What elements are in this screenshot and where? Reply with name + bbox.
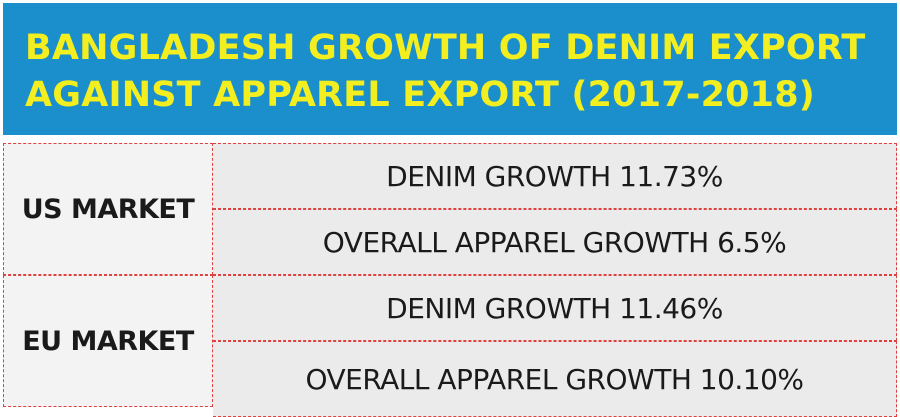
us-apparel-growth: OVERALL APPAREL GROWTH 6.5% <box>322 225 787 259</box>
title-banner: BANGLADESH GROWTH OF DENIM EXPORT AGAINS… <box>3 3 897 135</box>
us-market-cell: US MARKET <box>3 143 213 275</box>
eu-market-cell: EU MARKET <box>3 275 213 407</box>
growth-table: US MARKET DENIM GROWTH 11.73% OVERALL AP… <box>3 143 897 417</box>
title-line-2: AGAINST APPAREL EXPORT (2017-2018) <box>25 75 815 115</box>
eu-apparel-growth-cell: OVERALL APPAREL GROWTH 10.10% <box>213 341 897 417</box>
eu-denim-growth: DENIM GROWTH 11.46% <box>386 291 723 325</box>
title-line-1: BANGLADESH GROWTH OF DENIM EXPORT <box>25 28 866 68</box>
eu-market-label: EU MARKET <box>22 325 194 357</box>
us-denim-growth: DENIM GROWTH 11.73% <box>386 159 723 193</box>
us-apparel-growth-cell: OVERALL APPAREL GROWTH 6.5% <box>213 209 897 275</box>
eu-denim-growth-cell: DENIM GROWTH 11.46% <box>213 275 897 341</box>
us-denim-growth-cell: DENIM GROWTH 11.73% <box>213 143 897 209</box>
us-market-label: US MARKET <box>21 193 195 225</box>
eu-apparel-growth: OVERALL APPAREL GROWTH 10.10% <box>305 362 804 396</box>
